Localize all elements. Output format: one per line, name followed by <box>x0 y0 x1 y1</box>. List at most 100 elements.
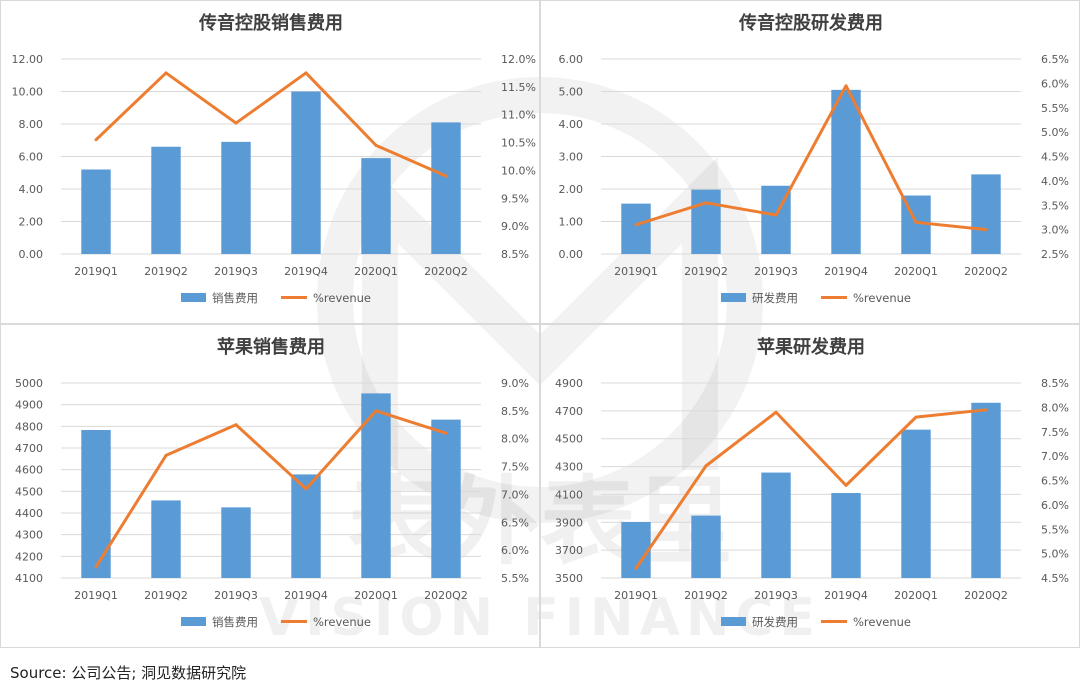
y-tick-label: 6.00 <box>19 151 44 164</box>
bar <box>221 141 251 254</box>
revenue-line <box>94 409 447 568</box>
y-tick-label: 3700 <box>555 544 583 557</box>
y2-tick-label: 7.5% <box>1041 426 1069 439</box>
chart-transsion-sales: 传音控股销售费用 0.00 2.00 4.00 6.00 8.00 10.00 12.00 8.… <box>12 12 536 305</box>
legend-line-label: %revenue <box>853 291 911 305</box>
y-tick-label: 0.00 <box>559 248 584 261</box>
x-tick-label: 2019Q2 <box>684 265 728 278</box>
x-tick-label: 2019Q4 <box>824 265 868 278</box>
chart-transsion-rnd: 传音控股研发费用 0.00 1.00 2.00 3.00 4.00 5.00 6.00 2.5%… <box>559 12 1069 305</box>
x-tick-label: 2019Q4 <box>284 265 328 278</box>
y-tick-label: 4100 <box>555 488 583 501</box>
x-tick-label: 2020Q1 <box>354 589 398 602</box>
x-tick-label: 2019Q1 <box>74 589 118 602</box>
chart-apple-rnd: 苹果研发费用 3500 3700 3900 4100 4300 4500 4700 4900 4.… <box>555 336 1069 629</box>
y2-tick-label: 6.0% <box>1041 499 1069 512</box>
line-point <box>94 565 98 569</box>
x-tick-label: 2019Q1 <box>614 589 658 602</box>
bar <box>831 493 861 578</box>
line-point <box>634 566 638 570</box>
legend-line-label: %revenue <box>313 615 371 629</box>
y2-tick-label: 11.5% <box>501 81 536 94</box>
bar <box>431 122 461 254</box>
x-tick-label: 2019Q2 <box>684 589 728 602</box>
y-tick-label: 8.00 <box>19 118 44 131</box>
x-tick-label: 2020Q1 <box>894 589 938 602</box>
y2-tick-label: 3.5% <box>1041 199 1069 212</box>
y2-tick-label: 9.0% <box>501 220 529 233</box>
bar <box>221 507 251 578</box>
line-point <box>844 483 848 487</box>
y2-tick-label: 12.0% <box>501 53 536 66</box>
x-tick-label: 2019Q1 <box>74 265 118 278</box>
y2-tick-label: 4.5% <box>1041 572 1069 585</box>
chart-apple-sales: 苹果销售费用 4100 4200 4300 4400 4500 4600 4700 4800 49… <box>15 336 529 629</box>
y-tick-label: 3900 <box>555 516 583 529</box>
y2-tick-label: 5.5% <box>1041 523 1069 536</box>
source-note: Source: 公司公告; 洞见数据研究院 <box>10 664 247 682</box>
y2-tick-label: 3.0% <box>1041 224 1069 237</box>
line-point <box>234 121 238 125</box>
line-point <box>984 408 988 412</box>
x-tick-label: 2019Q3 <box>214 265 258 278</box>
line-point <box>444 174 448 178</box>
y2-tick-label: 5.5% <box>1041 102 1069 115</box>
y2-tick-label: 4.0% <box>1041 175 1069 188</box>
line-point <box>634 223 638 227</box>
line-point <box>774 410 778 414</box>
y2-tick-label: 10.0% <box>501 164 536 177</box>
revenue-line <box>635 84 987 232</box>
legend-line-label: %revenue <box>853 615 911 629</box>
y2-tick-label: 8.5% <box>501 405 529 418</box>
y2-tick-label: 6.5% <box>1041 53 1069 66</box>
x-tick-label: 2020Q1 <box>894 265 938 278</box>
y2-tick-label: 8.0% <box>1041 401 1069 414</box>
bar <box>971 402 1001 578</box>
y-tick-label: 4800 <box>15 420 43 433</box>
y2-tick-label: 5.5% <box>501 572 529 585</box>
bar <box>971 174 1001 254</box>
revenue-line <box>634 408 987 570</box>
y2-tick-label: 4.5% <box>1041 151 1069 164</box>
y-tick-label: 4600 <box>15 464 43 477</box>
x-tick-label: 2019Q2 <box>144 589 188 602</box>
y-tick-label: 10.00 <box>12 86 44 99</box>
bar <box>291 91 321 254</box>
x-tick-label: 2020Q2 <box>964 265 1008 278</box>
y-tick-label: 2.00 <box>19 216 44 229</box>
y-tick-label: 4100 <box>15 572 43 585</box>
chart-title: 苹果研发费用 <box>757 336 865 358</box>
y-tick-label: 4300 <box>555 461 583 474</box>
revenue-line <box>94 71 447 178</box>
y2-tick-label: 7.0% <box>1041 450 1069 463</box>
legend-line-label: %revenue <box>313 291 371 305</box>
line-point <box>914 220 918 224</box>
line-point <box>444 431 448 435</box>
y-tick-label: 1.00 <box>559 216 584 229</box>
x-tick-label: 2020Q1 <box>354 265 398 278</box>
legend-bar-swatch <box>721 293 746 302</box>
y-tick-label: 2.00 <box>559 183 584 196</box>
bar <box>431 419 461 578</box>
legend-bar-label: 研发费用 <box>752 615 798 629</box>
y-tick-label: 4300 <box>15 529 43 542</box>
x-tick-label: 2019Q4 <box>824 589 868 602</box>
x-tick-label: 2020Q2 <box>964 589 1008 602</box>
x-tick-label: 2020Q2 <box>424 265 468 278</box>
chart-panel-apple-rnd: 苹果研发费用 3500 3700 3900 4100 4300 4500 4700 4900 4.… <box>540 324 1080 648</box>
y-tick-label: 5.00 <box>559 86 584 99</box>
x-tick-label: 2019Q1 <box>614 265 658 278</box>
legend-bar-swatch <box>181 617 206 626</box>
y2-tick-label: 11.0% <box>501 109 536 122</box>
line-point <box>304 71 308 75</box>
bar <box>621 203 651 254</box>
line-point <box>94 138 98 142</box>
line-point <box>844 84 848 88</box>
x-tick-label: 2019Q2 <box>144 265 188 278</box>
y2-tick-label: 8.5% <box>1041 377 1069 390</box>
y-tick-label: 12.00 <box>12 53 44 66</box>
bar <box>691 189 721 254</box>
x-tick-label: 2019Q3 <box>754 589 798 602</box>
legend-bar-swatch <box>721 617 746 626</box>
line-point <box>164 453 168 457</box>
